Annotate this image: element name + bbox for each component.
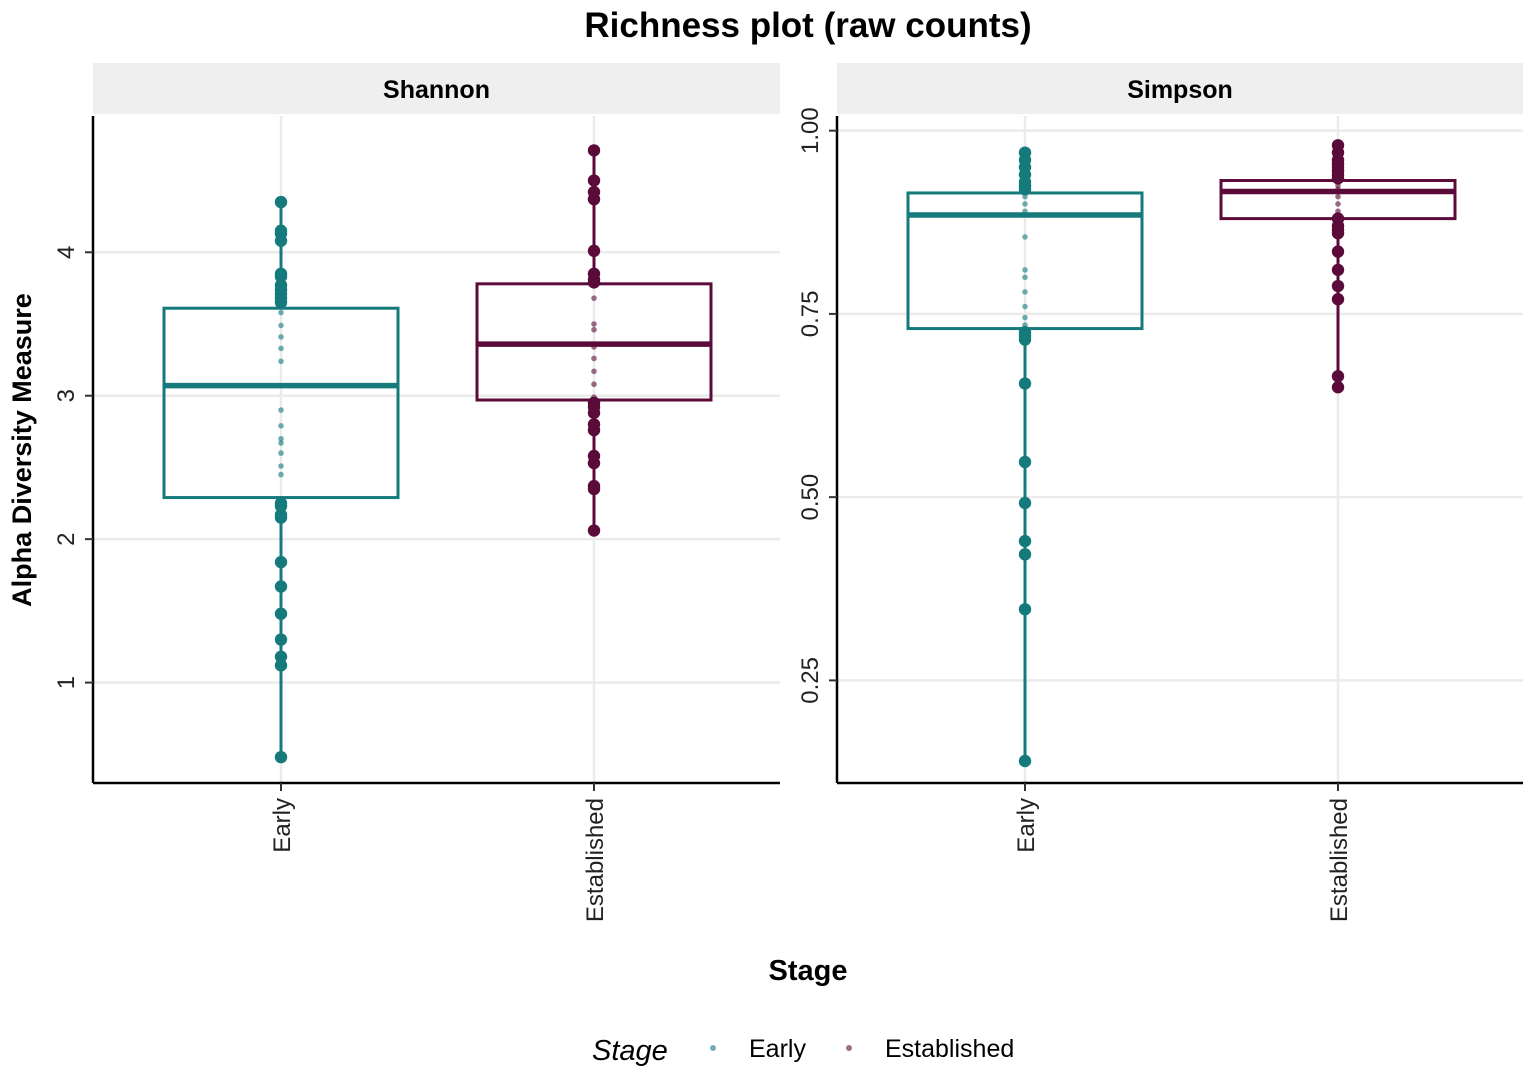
data-point-established xyxy=(591,344,597,350)
data-point-established xyxy=(1331,380,1345,394)
y-tick-label: 1.00 xyxy=(797,107,824,154)
data-point-early xyxy=(274,511,288,524)
data-point-early xyxy=(1018,548,1032,561)
legend-label-established: Established xyxy=(885,1035,1014,1063)
data-point-established xyxy=(587,144,601,157)
data-point-early xyxy=(274,499,288,513)
data-point-established xyxy=(1335,201,1341,207)
data-point-established xyxy=(591,326,597,333)
data-point-early xyxy=(274,750,288,764)
data-point-early xyxy=(278,423,284,429)
data-point-early xyxy=(274,650,288,663)
data-point-early xyxy=(1018,534,1032,548)
data-point-early xyxy=(278,345,284,352)
data-point-early xyxy=(274,270,288,283)
data-point-established xyxy=(587,244,601,258)
data-point-early xyxy=(274,555,288,569)
data-point-established xyxy=(587,482,601,496)
data-point-established xyxy=(1331,370,1345,383)
data-point-early xyxy=(278,309,284,316)
data-point-established xyxy=(591,355,597,362)
data-point-early xyxy=(278,463,284,469)
data-point-established xyxy=(1335,193,1341,200)
data-point-early xyxy=(1022,267,1028,273)
data-point-established xyxy=(587,276,601,289)
x-tick-label: Established xyxy=(1326,798,1353,922)
x-axis-label: Stage xyxy=(769,955,848,987)
facet-label-simpson: Simpson xyxy=(1127,76,1233,104)
data-point-established xyxy=(587,456,601,470)
data-point-early xyxy=(1022,208,1028,215)
legend-key-early xyxy=(710,1045,716,1051)
data-point-established xyxy=(587,423,601,437)
data-point-early xyxy=(1022,289,1028,295)
data-point-early xyxy=(1018,183,1032,196)
data-point-early xyxy=(274,580,288,593)
panel-shannon: Shannon 1 2 3 4 Early Established xyxy=(53,63,780,922)
data-point-early xyxy=(278,322,284,329)
data-point-established xyxy=(591,368,597,375)
facet-label-shannon: Shannon xyxy=(383,76,490,104)
x-tick-label: Early xyxy=(269,798,296,853)
data-point-early xyxy=(1022,303,1028,310)
data-point-early xyxy=(278,440,284,446)
data-point-early xyxy=(274,234,288,247)
x-tick-label: Established xyxy=(582,798,609,922)
data-point-early xyxy=(1018,333,1032,346)
facet-strip-simpson xyxy=(837,63,1523,114)
data-point-early xyxy=(278,450,284,456)
data-point-early xyxy=(1018,754,1032,768)
y-tick-label: 0.25 xyxy=(797,657,824,704)
data-point-early xyxy=(278,471,284,478)
data-point-early xyxy=(274,607,288,620)
data-point-established xyxy=(1331,293,1345,306)
y-tick-label: 4 xyxy=(53,246,80,259)
x-tick-label: Early xyxy=(1013,798,1040,853)
y-tick-label: 2 xyxy=(53,532,80,545)
facet-strip-shannon xyxy=(93,63,780,114)
data-point-early xyxy=(1018,377,1032,390)
data-point-established xyxy=(1331,263,1345,277)
data-point-early xyxy=(1022,314,1028,321)
data-point-established xyxy=(1331,227,1345,240)
legend-key-established xyxy=(846,1045,852,1051)
data-point-early xyxy=(1018,603,1032,616)
data-point-established xyxy=(1331,172,1345,185)
data-point-early xyxy=(1022,193,1028,200)
data-point-early xyxy=(274,195,288,209)
data-point-established xyxy=(591,295,597,301)
chart-title: Richness plot (raw counts) xyxy=(584,6,1031,45)
data-point-early xyxy=(1022,274,1028,281)
legend-label-early: Early xyxy=(749,1035,806,1063)
data-point-early xyxy=(278,435,284,442)
data-point-early xyxy=(274,659,288,672)
data-point-established xyxy=(587,174,601,187)
data-point-established xyxy=(1331,279,1345,293)
data-point-early xyxy=(278,358,284,365)
y-tick-label: 1 xyxy=(53,676,80,689)
data-point-early xyxy=(1018,496,1032,510)
data-point-early xyxy=(274,296,288,309)
panel-simpson: Simpson 0.25 0.50 0.75 1.00 Early Established xyxy=(797,63,1523,922)
data-point-established xyxy=(591,381,597,388)
data-point-early xyxy=(278,407,284,413)
data-point-early xyxy=(1022,234,1028,240)
data-point-established xyxy=(591,321,597,327)
legend: Stage Early Established xyxy=(592,1035,1014,1067)
data-point-established xyxy=(1331,245,1345,258)
data-point-early xyxy=(1022,201,1028,207)
legend-title: Stage xyxy=(592,1035,668,1067)
data-point-established xyxy=(587,192,601,206)
data-point-established xyxy=(1335,186,1341,193)
y-axis-label: Alpha Diversity Measure xyxy=(7,293,37,607)
data-point-early xyxy=(1018,455,1032,469)
data-point-early xyxy=(278,334,284,340)
y-tick-label: 0.75 xyxy=(797,291,824,338)
data-point-established xyxy=(587,406,601,420)
data-point-established xyxy=(587,524,601,537)
y-tick-label: 3 xyxy=(53,389,80,402)
data-point-early xyxy=(274,633,288,646)
y-tick-label: 0.50 xyxy=(797,474,824,521)
